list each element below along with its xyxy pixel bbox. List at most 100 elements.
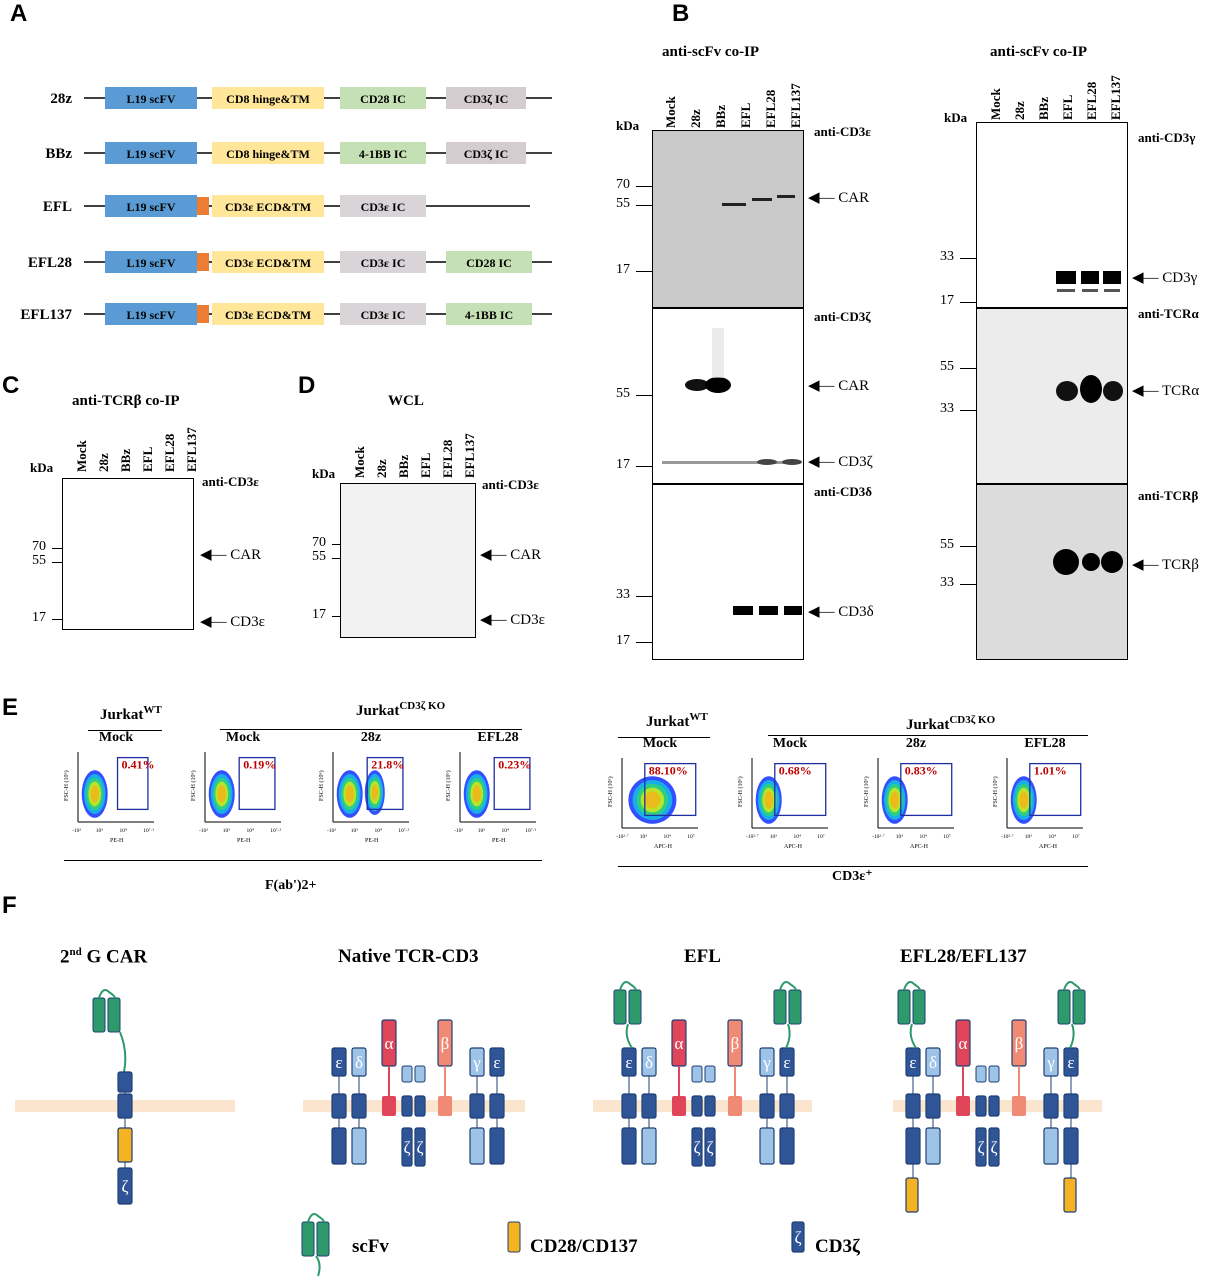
construct-domain [446,251,532,273]
svg-text:-10²·⁷: -10²·⁷ [1001,834,1014,840]
kda-marker: 55 [616,196,630,211]
marker-tick [960,410,976,411]
jurkat-ko-label: JurkatCD3ζ KO [906,714,996,733]
flow-plot: FSC-H (10⁶) PE-H -10² 10³ 10⁴ 10⁷·² 0.19% [191,752,281,844]
kda-marker: 70 [32,539,46,554]
kda-marker: 17 [32,610,46,625]
lane-label: EFL [1060,94,1075,120]
construct-domain [340,303,426,325]
lane-label: BBz [118,448,133,472]
domain-label: CD8 hinge&TM [226,92,310,106]
kda-marker: 70 [312,535,326,550]
svg-text:FSC-H (10⁶): FSC-H (10⁶) [64,770,70,801]
gate-percent: 0.19% [243,758,276,772]
svg-text:ζ: ζ [706,1138,713,1157]
construct-domain [340,251,426,273]
panel-label-b: B [672,0,690,27]
domain-label: L19 scFV [127,92,176,106]
kda-marker: 17 [616,262,630,277]
antibody-label: anti-TCRα [1138,306,1199,321]
svg-text:10⁴: 10⁴ [664,834,672,840]
svg-text:PE-H: PE-H [237,838,251,844]
marker-tick [332,616,340,617]
lane-label: EFL137 [788,83,803,128]
jurkat-wt-label: JurkatWT [100,704,162,723]
lane-label: BBz [713,104,728,128]
lane-label: EFL28 [1084,81,1099,120]
construct-name: EFL137 [20,307,72,323]
domain-label: CD3ε IC [361,200,406,214]
domain-label: CD8 hinge&TM [226,147,310,161]
construct-domain [105,195,197,217]
svg-text:ε: ε [493,1053,500,1072]
panel-label-e: E [2,694,19,721]
group-underline [768,735,1088,736]
blot-panel-c [62,478,194,630]
lane-label: EFL28 [440,439,455,478]
svg-text:ζ: ζ [794,1228,801,1247]
svg-text:10³: 10³ [96,828,104,834]
blot-anti-cd3g [976,122,1128,308]
lane-label: EFL137 [184,427,199,472]
svg-text:10⁴: 10⁴ [1049,834,1057,840]
flow-plot-title: 28z [360,730,382,745]
domain-label: CD3ζ IC [464,147,509,161]
marker-tick [960,546,976,547]
band-arrow-label: ◀— TCRα [1132,383,1200,399]
lane-label: BBz [396,454,411,478]
svg-text:ε: ε [1067,1053,1074,1072]
flow-xlabel: F(ab')2+ [265,878,317,893]
domain-label: L19 scFV [127,147,176,161]
lane-label: EFL137 [1108,75,1123,120]
domain-label: CD28 IC [466,256,512,270]
band-arrow-label: ◀— CD3δ [808,604,874,620]
lane-label: EFL [418,452,433,478]
construct-name: EFL28 [28,255,72,271]
svg-text:FSC-H (10⁶): FSC-H (10⁶) [864,776,870,807]
kda-marker: 33 [940,249,954,264]
svg-text:β: β [731,1034,740,1053]
domain-label: CD3ζ IC [464,92,509,106]
svg-text:10⁴: 10⁴ [120,828,128,834]
lane-label: EFL28 [162,433,177,472]
svg-text:ε: ε [625,1053,632,1072]
svg-text:δ: δ [355,1053,363,1072]
svg-text:PE-H: PE-H [365,838,379,844]
svg-text:α: α [959,1034,968,1053]
antibody-label: anti-CD3γ [1138,130,1196,145]
construct-domain [212,303,324,325]
svg-text:ζ: ζ [121,1177,128,1196]
kda-label: kDa [30,460,54,475]
marker-tick [52,562,62,563]
kda-label: kDa [944,110,968,125]
domain-label: CD28 IC [360,92,406,106]
band-arrow-label: ◀— CAR [808,378,870,394]
legend-cd3z-label: CD3ζ [815,1236,860,1257]
kda-marker: 55 [312,549,326,564]
jurkat-ko-label: JurkatCD3ζ KO [356,700,446,719]
construct-domain [446,142,526,164]
svg-text:10³: 10³ [351,828,359,834]
svg-text:10³: 10³ [896,834,904,840]
construct-domain [340,142,426,164]
construct-domain [212,87,324,109]
panel-label-f: F [2,892,17,919]
antibody-label: anti-CD3ε [482,477,539,492]
svg-text:10⁴: 10⁴ [920,834,928,840]
domain-label: CD3ε ECD&TM [225,256,311,270]
svg-text:10³: 10³ [478,828,486,834]
svg-text:ζ: ζ [416,1138,423,1157]
svg-text:APC-H: APC-H [654,844,673,850]
flow-plot-title: Mock [98,730,134,745]
flow-xlabel: CD3ε⁺ [832,869,873,884]
svg-text:ζ: ζ [990,1138,997,1157]
blot-anti-tcrb [976,484,1128,660]
kda-marker: 33 [940,401,954,416]
band-arrow-label: ◀— CD3ε [480,612,545,628]
kda-marker: 55 [616,386,630,401]
svg-text:FSC-H (10⁶): FSC-H (10⁶) [319,770,325,801]
band-arrow-label: ◀— CAR [200,547,262,563]
lane-label: EFL [738,102,753,128]
band-arrow-label: ◀— CD3ζ [808,454,873,470]
marker-tick [636,205,652,206]
